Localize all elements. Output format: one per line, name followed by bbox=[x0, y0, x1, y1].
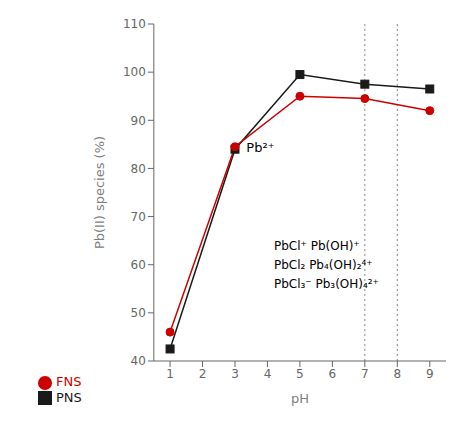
svg-text:80: 80 bbox=[131, 162, 146, 176]
svg-text:2: 2 bbox=[199, 367, 207, 381]
svg-text:3: 3 bbox=[231, 367, 239, 381]
html-text:FNS: FNS bbox=[56, 374, 82, 389]
svg-text:5: 5 bbox=[296, 367, 304, 381]
svg-text:100: 100 bbox=[123, 65, 146, 79]
svg-text:70: 70 bbox=[131, 210, 146, 224]
svg-text:PbCl⁺ Pb(OH)⁺PbCl₂ Pb₄(OH)₂⁴⁺P: PbCl⁺ Pb(OH)⁺PbCl₂ Pb₄(OH)₂⁴⁺PbCl₃⁻ Pb₃(… bbox=[274, 238, 379, 290]
svg-text:6: 6 bbox=[329, 367, 337, 381]
svg-text:pH: pH bbox=[291, 391, 309, 406]
svg-text:7: 7 bbox=[361, 367, 369, 381]
svg-text:50: 50 bbox=[131, 306, 146, 320]
html-text:PNS: PNS bbox=[56, 389, 82, 405]
svg-text:8: 8 bbox=[393, 367, 401, 381]
svg-text:Pb²⁺: Pb²⁺ bbox=[246, 139, 274, 154]
svg-text:Pb(II) species (%): Pb(II) species (%) bbox=[92, 136, 107, 249]
svg-text:9: 9 bbox=[426, 367, 434, 381]
svg-text:4: 4 bbox=[264, 367, 272, 381]
svg-text:1: 1 bbox=[166, 367, 174, 381]
svg-text:60: 60 bbox=[131, 258, 146, 272]
svg-text:90: 90 bbox=[131, 114, 146, 128]
svg-text:40: 40 bbox=[131, 354, 146, 368]
svg-text:110: 110 bbox=[123, 17, 146, 31]
